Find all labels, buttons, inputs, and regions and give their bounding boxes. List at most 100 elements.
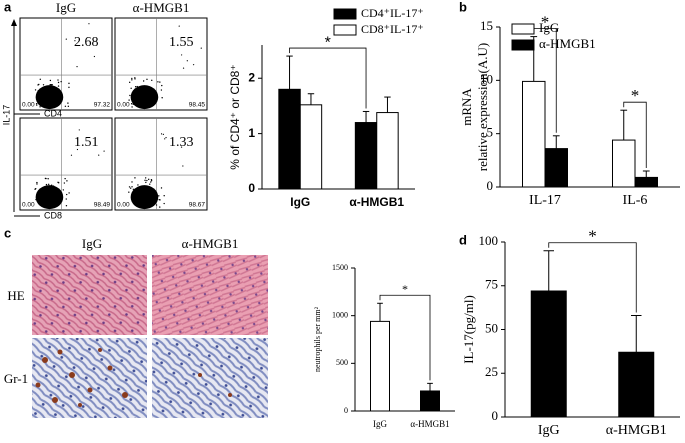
event-dot (36, 104, 38, 106)
flow-y-label: IL-17 (1, 105, 11, 126)
event-dot (60, 95, 63, 98)
x-tick-label: IL-17 (529, 193, 561, 208)
event-dot (132, 103, 134, 105)
event-dot (144, 196, 146, 199)
event-dot (147, 178, 150, 181)
flow-plot-frame (19, 117, 113, 211)
event-dot (45, 177, 47, 180)
event-dot (140, 186, 142, 189)
event-dot (103, 150, 105, 152)
event-dot (134, 177, 136, 179)
bar (522, 80, 546, 188)
event-dot (148, 193, 150, 196)
quadrant-value: 1.51 (74, 135, 99, 150)
event-dot (144, 98, 147, 101)
histology-column-label: IgG (82, 236, 102, 251)
event-dot (152, 91, 154, 94)
y-axis-label: % of CD4⁺ or CD8⁺ (228, 64, 242, 169)
bar (278, 88, 301, 190)
event-dot (163, 202, 165, 205)
event-dot (159, 81, 161, 83)
event-dot (62, 189, 65, 191)
event-dot (139, 205, 141, 207)
legend-swatch (511, 23, 535, 35)
y-tick-label: 1500 (332, 263, 348, 272)
event-dot (161, 97, 163, 99)
event-dot (50, 206, 52, 208)
histology-column-label: α-HMGB1 (182, 236, 239, 251)
bar (354, 122, 378, 190)
flow-column-label: α-HMGB1 (133, 0, 190, 15)
bar (376, 112, 399, 190)
flow-x-label: CD8 (44, 210, 62, 220)
event-dot (159, 206, 161, 208)
event-dot (42, 84, 45, 86)
event-dot (158, 195, 160, 197)
x-tick-label: α-HMGB1 (606, 423, 667, 438)
event-dot (186, 60, 188, 62)
event-dot (78, 38, 80, 40)
event-dot (144, 88, 146, 90)
panel-label: b (459, 0, 467, 14)
legend-label: IgG (539, 20, 559, 35)
event-dot (144, 179, 146, 182)
event-dot (136, 85, 138, 88)
event-dot (144, 105, 147, 107)
y-tick-label: 25 (485, 364, 498, 379)
y-tick-label: 0 (487, 178, 494, 193)
event-dot (147, 192, 149, 195)
stained-cells (35, 348, 232, 407)
x-tick-label: IL-6 (623, 193, 648, 208)
event-dot (136, 101, 138, 103)
quadrant-value: 0.00 (22, 102, 35, 109)
event-dot (128, 186, 131, 188)
event-dot (182, 67, 185, 69)
event-dot (129, 187, 132, 189)
event-dot (46, 87, 48, 89)
event-dot (130, 103, 133, 105)
event-dot (76, 148, 79, 151)
event-dot (65, 38, 67, 40)
event-dot (144, 102, 147, 105)
event-dot (49, 90, 52, 92)
event-dot (147, 103, 150, 106)
event-dot (58, 182, 60, 184)
event-dot (160, 89, 163, 91)
event-dot (44, 203, 46, 206)
y-tick-label: 500 (336, 358, 348, 367)
significance-star: * (631, 86, 640, 105)
event-dot (129, 94, 131, 97)
legend-swatch (333, 24, 357, 36)
y-tick-label: 100 (479, 233, 499, 248)
cell-cluster (130, 85, 159, 110)
event-dot (57, 85, 60, 87)
legend-swatch (511, 39, 535, 51)
event-dot (51, 190, 53, 192)
event-dot (159, 199, 161, 201)
quadrant-value: 1.33 (169, 135, 194, 150)
event-dot (154, 97, 156, 100)
event-dot (128, 191, 130, 193)
event-dot (160, 187, 163, 189)
event-dot (150, 178, 153, 181)
flow-plot-frame (114, 117, 208, 211)
event-dot (34, 188, 36, 190)
event-dot (47, 178, 49, 180)
x-tick-label: α-HMGB1 (349, 195, 404, 209)
bar-chart: 0 25 50 75 100 IL-17(pg/ml) IgG α-HMGB1 * (461, 227, 680, 438)
x-tick-label: IgG (290, 195, 310, 209)
histology-row-label: HE (7, 288, 24, 303)
y-tick-label: 5 (487, 125, 494, 140)
event-dot (155, 204, 158, 206)
event-dot (63, 182, 66, 184)
significance-star: * (325, 34, 331, 51)
gr1-hmgb1-image (152, 338, 268, 418)
x-tick-label: IgG (538, 423, 560, 438)
event-dot (128, 99, 130, 101)
event-dot (48, 93, 50, 95)
bar (618, 351, 655, 418)
flow-column-label: IgG (56, 0, 76, 15)
event-dot (65, 205, 68, 207)
event-dot (34, 89, 37, 91)
